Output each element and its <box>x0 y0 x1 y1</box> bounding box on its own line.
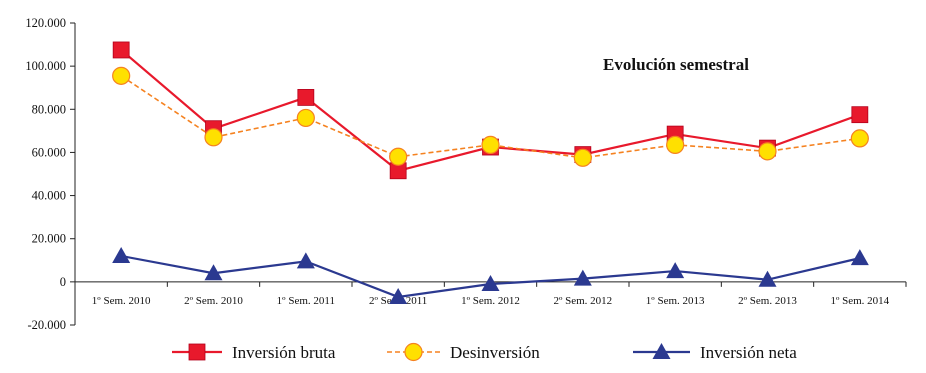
data-point <box>666 135 685 154</box>
y-tick-label: 20.000 <box>32 232 66 246</box>
legend-label: Inversión neta <box>700 343 797 362</box>
legend-item: Inversión neta <box>633 343 797 362</box>
data-point <box>573 269 592 286</box>
legend-item: Inversión bruta <box>172 343 336 362</box>
series <box>112 41 869 304</box>
data-point <box>204 128 223 147</box>
x-tick-label: 2º Sem. 2012 <box>553 295 612 307</box>
data-point <box>758 142 777 161</box>
data-point <box>112 66 131 85</box>
data-point <box>850 249 869 266</box>
data-point <box>850 129 869 148</box>
data-point <box>481 135 500 154</box>
data-point <box>296 108 315 128</box>
legend-label: Inversión bruta <box>232 343 336 362</box>
y-tick-label: -20.000 <box>27 318 66 332</box>
series-inversion-neta <box>112 246 869 304</box>
x-tick-label: 1º Sem. 2014 <box>830 295 889 307</box>
data-point <box>296 252 315 269</box>
x-tick-label: 1º Sem. 2010 <box>92 295 151 307</box>
x-tick-label: 1º Sem. 2013 <box>646 295 705 307</box>
data-point <box>297 89 315 106</box>
data-point <box>389 287 408 304</box>
x-axis-ticks: 1º Sem. 2010 2º Sem. 2010 1º Sem. 2011 2º S… <box>74 281 907 307</box>
chart-title: Evolución semestral <box>603 55 749 74</box>
y-tick-label: 120.000 <box>25 16 66 30</box>
legend-label: Desinversión <box>450 343 540 362</box>
x-tick-label: 1º Sem. 2011 <box>277 295 335 307</box>
data-point <box>112 246 131 263</box>
data-point <box>481 275 500 292</box>
data-point <box>573 148 592 167</box>
x-tick-label: 2º Sem. 2010 <box>184 295 243 307</box>
y-axis-ticks: 120.000 100.000 80.000 60.000 40.000 20.000 0 -… <box>25 16 75 332</box>
data-point <box>666 262 685 279</box>
y-tick-label: 0 <box>60 275 66 289</box>
y-tick-label: 100.000 <box>25 59 66 73</box>
legend: Inversión bruta Desinversión Inversión net… <box>172 342 797 362</box>
legend-marker <box>652 343 671 359</box>
y-tick-label: 40.000 <box>32 189 66 203</box>
series-inversion-bruta <box>112 41 869 180</box>
legend-marker <box>188 343 206 361</box>
data-point <box>851 106 869 124</box>
legend-marker <box>404 342 423 362</box>
y-tick-label: 60.000 <box>32 145 66 159</box>
series-desinversion <box>112 66 869 167</box>
x-tick-label: 2º Sem. 2013 <box>738 295 797 307</box>
x-tick-label: 1º Sem. 2012 <box>461 295 520 307</box>
data-point <box>758 270 777 287</box>
y-tick-label: 80.000 <box>32 102 66 116</box>
data-point <box>389 147 408 166</box>
legend-item: Desinversión <box>387 342 540 362</box>
data-point <box>204 264 223 281</box>
data-point <box>112 41 130 59</box>
